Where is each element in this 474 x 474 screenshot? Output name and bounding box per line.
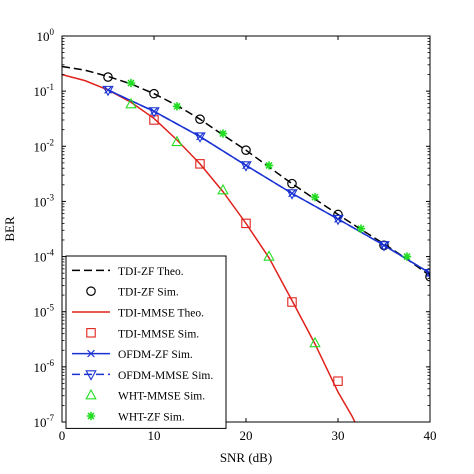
x-tick-label: 20 (240, 428, 253, 443)
legend-item-3: TDI-MMSE Sim. (86, 328, 199, 340)
data-point-3-3 (287, 297, 297, 307)
data-point-5-1 (148, 107, 160, 118)
data-point-5-6 (378, 241, 390, 252)
legend-marker-4 (87, 349, 95, 358)
x-tick-label: 30 (332, 428, 345, 443)
y-tick-label: 10-3 (34, 192, 55, 209)
legend-label-2: TDI-MMSE Theo. (118, 308, 204, 320)
data-point-1-0 (103, 72, 113, 82)
legend-marker-1 (86, 286, 96, 296)
legend: TDI-ZF Theo. TDI-ZF Sim. TDI-MMSE Theo. TDI… (65, 255, 227, 429)
legend-marker-5 (85, 370, 97, 381)
data-point-3-1 (195, 159, 205, 169)
series-0 (62, 65, 430, 277)
data-point-6-3 (263, 250, 275, 261)
data-point-7-5 (356, 224, 366, 233)
y-tick-label: 10-4 (34, 248, 55, 265)
data-point-1-1 (149, 88, 159, 99)
data-point-7-6 (402, 252, 412, 261)
legend-item-6: WHT-MMSE Sim. (85, 388, 205, 403)
series-6 (125, 97, 321, 348)
x-tick-label: 10 (148, 428, 161, 443)
data-point-5-3 (240, 161, 252, 172)
legend-item-1: TDI-ZF Sim. (86, 286, 179, 299)
y-tick-label: 10-5 (34, 303, 55, 320)
axis-ticks: 0 10 20 30 40 10-7 10-6 10-5 10-4 10-3 10-2 10-1 100 (34, 27, 437, 443)
data-point-4-7 (426, 269, 430, 277)
data-point-3-2 (241, 218, 251, 229)
legend-label-4: OFDM-ZF Sim. (118, 349, 193, 361)
x-tick-label: 0 (59, 428, 66, 443)
data-point-5-7 (424, 269, 430, 280)
legend-item-5: OFDM-MMSE Sim. (72, 370, 213, 382)
series-4 (104, 86, 430, 277)
data-point-5-2 (194, 132, 206, 143)
legend-marker-7 (86, 411, 96, 421)
legend-label-1: TDI-ZF Sim. (118, 287, 179, 299)
y-tick-label: 10-2 (34, 137, 55, 154)
data-point-5-4 (286, 189, 298, 200)
legend-label-5: OFDM-MMSE Sim. (118, 370, 213, 382)
legend-item-7: WHT-ZF Sim. (86, 411, 185, 424)
legend-item-0: TDI-ZF Theo. (72, 266, 184, 278)
data-point-1-3 (241, 145, 251, 155)
data-point-1-4 (287, 178, 297, 189)
legend-label-7: WHT-ZF Sim. (118, 412, 185, 424)
legend-label-0: TDI-ZF Theo. (118, 266, 184, 278)
series-line-5 (107, 89, 430, 274)
x-tick-label: 40 (424, 428, 437, 443)
data-point-7-0 (126, 78, 136, 88)
data-point-1-2 (195, 114, 205, 124)
data-point-4-5 (334, 215, 342, 223)
data-point-5-0 (102, 85, 114, 97)
y-axis-label: BER (2, 216, 17, 242)
series-5 (102, 85, 430, 280)
legend-marker-6 (85, 388, 97, 400)
x-axis-label: SNR (dB) (220, 450, 272, 465)
data-point-7-1 (172, 102, 182, 111)
data-point-6-4 (309, 336, 321, 348)
data-point-5-5 (332, 214, 344, 226)
legend-item-4: OFDM-ZF Sim. (72, 349, 193, 361)
series-line-0 (62, 65, 430, 277)
legend-label-6: WHT-MMSE Sim. (118, 391, 205, 403)
data-point-3-4 (333, 376, 343, 386)
y-tick-label: 10-7 (34, 413, 55, 430)
data-point-6-2 (217, 183, 229, 195)
legend-item-2: TDI-MMSE Theo. (72, 308, 204, 320)
data-point-6-1 (171, 135, 183, 147)
data-point-6-0 (125, 97, 137, 109)
series-7 (126, 78, 412, 261)
data-point-7-3 (264, 161, 274, 170)
y-tick-label: 10-6 (34, 358, 55, 375)
y-tick-label: 10-1 (34, 82, 55, 99)
legend-marker-3 (86, 328, 96, 338)
data-point-7-2 (218, 129, 228, 138)
legend-label-3: TDI-MMSE Sim. (118, 328, 199, 340)
y-tick-label: 100 (37, 27, 55, 44)
data-point-7-4 (310, 192, 320, 202)
legend-box (65, 255, 227, 429)
